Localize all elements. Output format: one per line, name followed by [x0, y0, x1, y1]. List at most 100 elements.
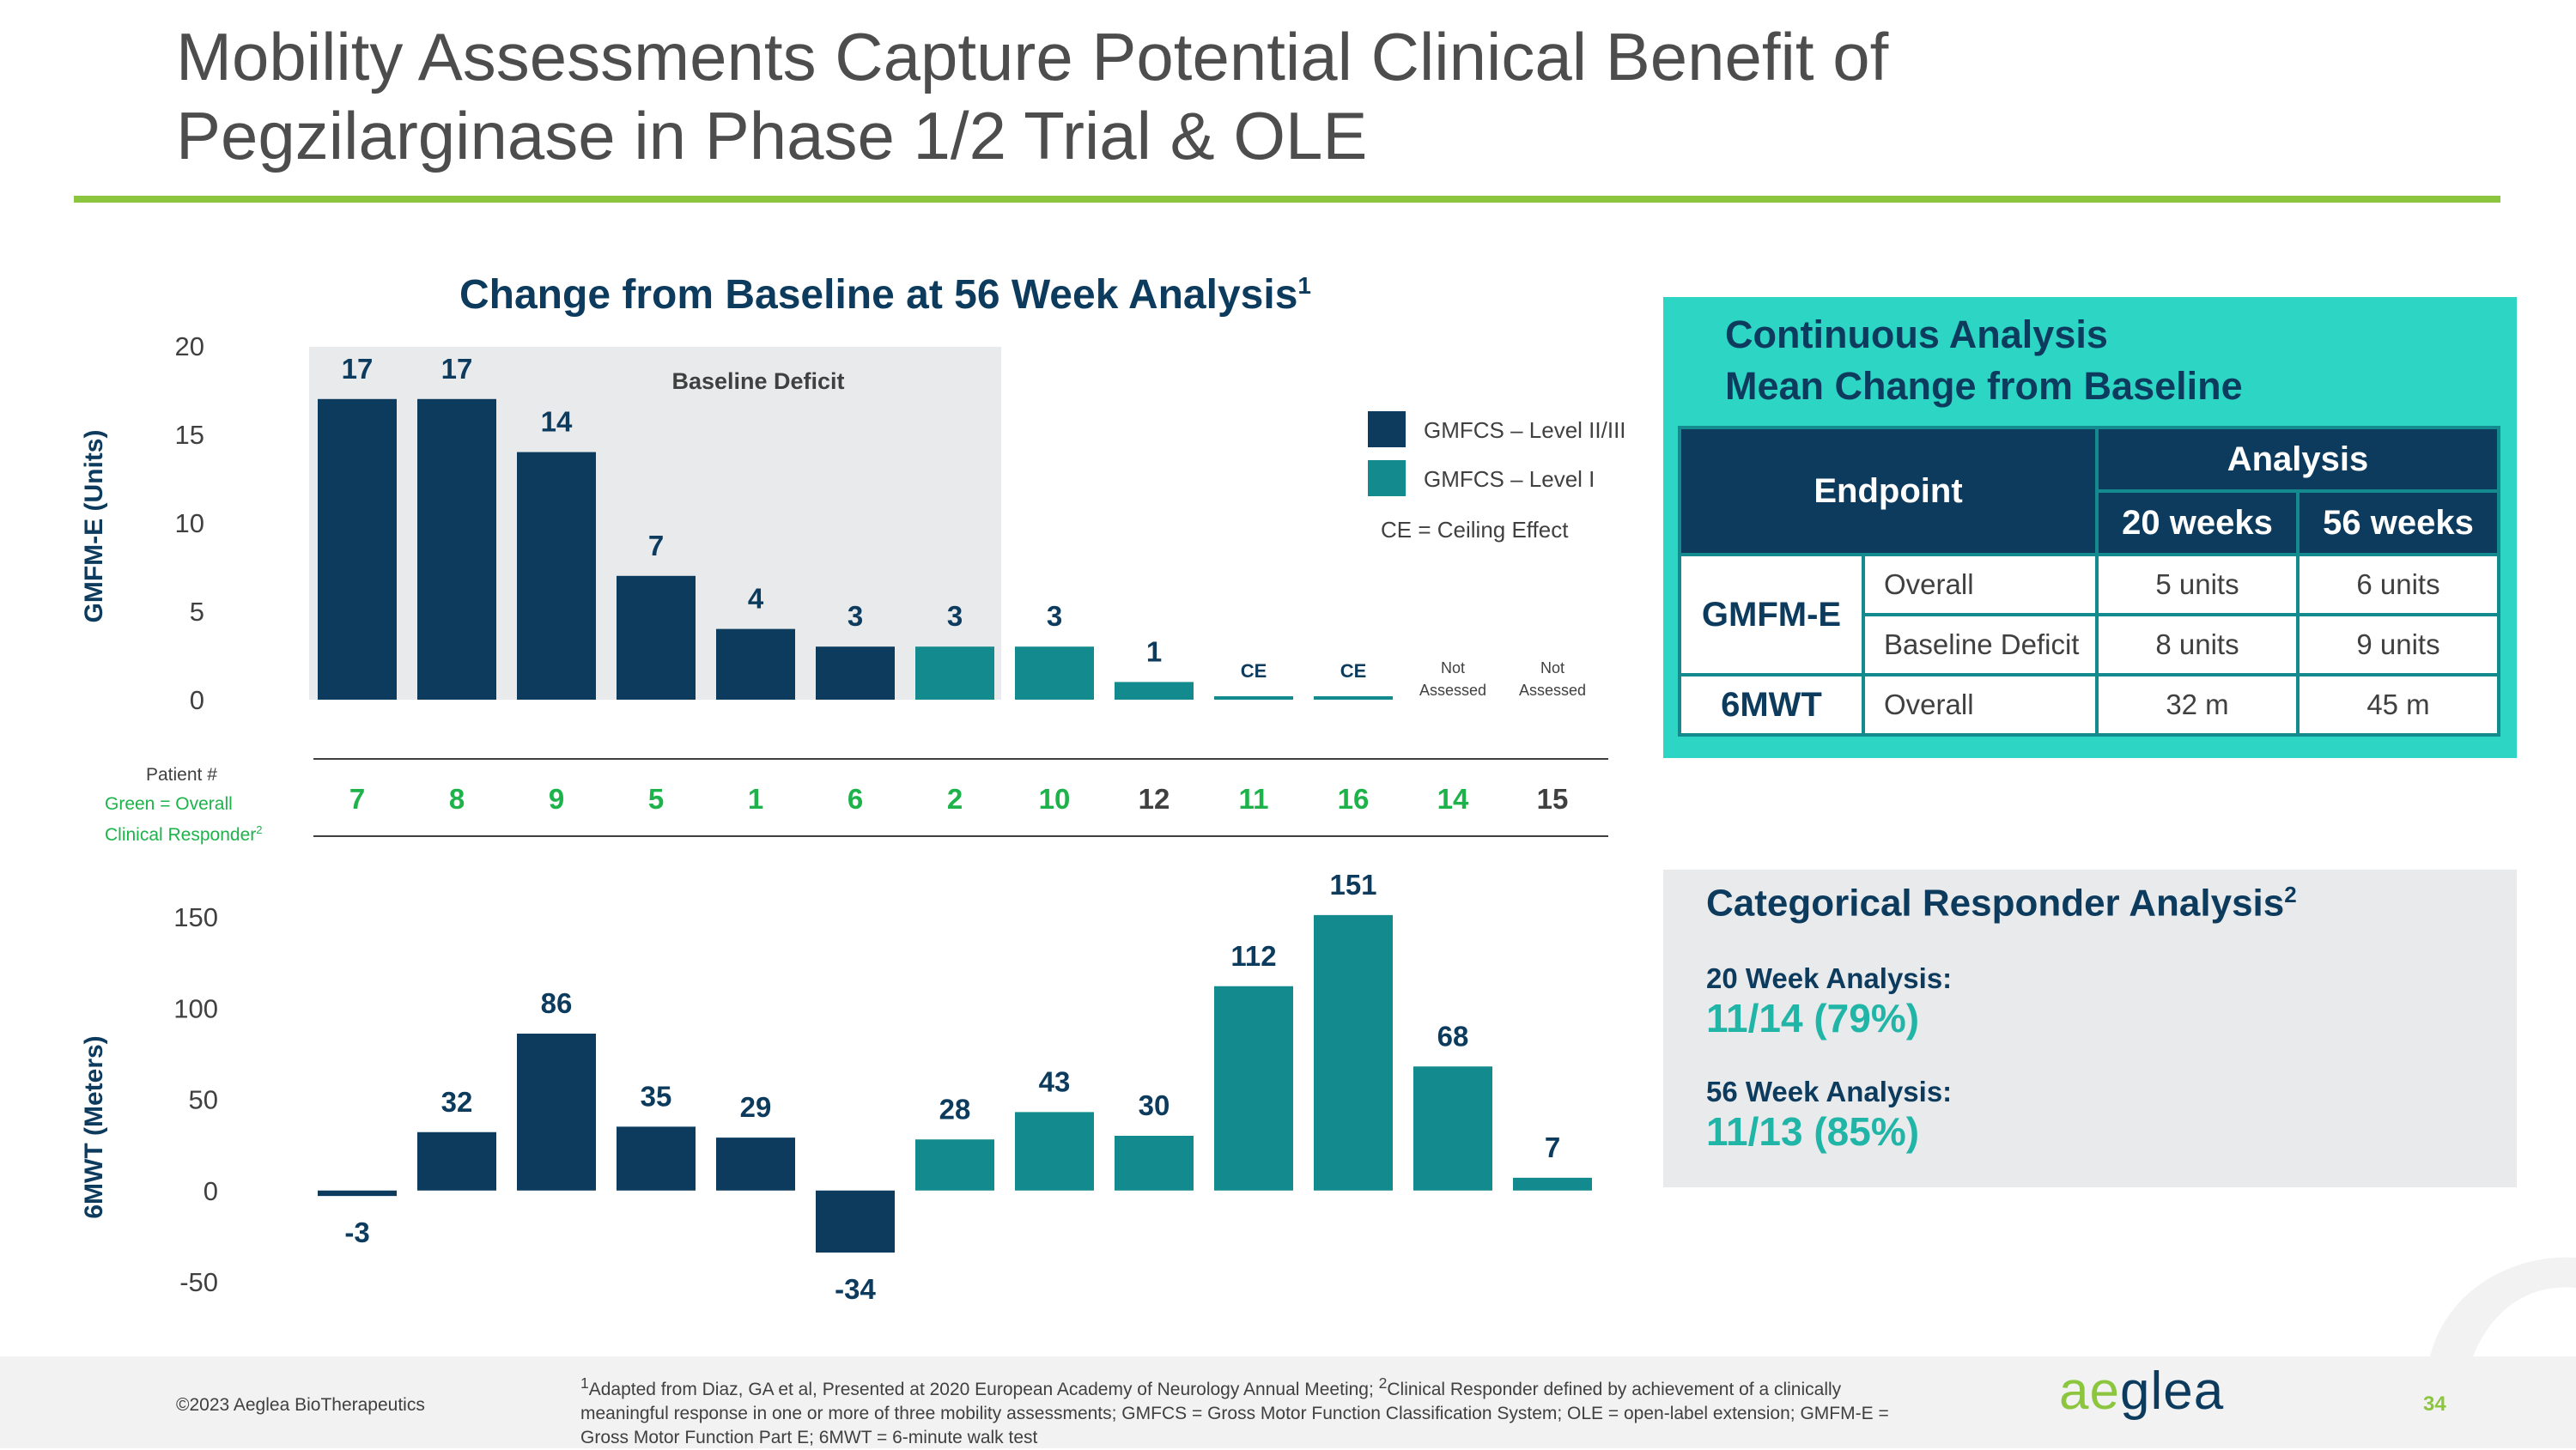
bar-value-label: 4 — [748, 583, 764, 615]
bar — [517, 452, 596, 700]
bar-value-label: 29 — [740, 1091, 772, 1123]
chart-title: Change from Baseline at 56 Week Analysis… — [459, 271, 1311, 319]
not-assessed-label: Not — [1540, 659, 1564, 676]
y-tick-label: 0 — [190, 685, 204, 715]
bar — [1015, 1112, 1094, 1191]
footnote-1-marker: 1 — [580, 1374, 589, 1392]
legend-label-level-1: GMFCS – Level I — [1424, 466, 1595, 492]
bar — [716, 1138, 795, 1191]
y-tick-label: -50 — [179, 1267, 218, 1297]
bar-value-label: CE — [1340, 660, 1367, 682]
bar — [915, 646, 994, 700]
value-20-weeks: 32 m — [2095, 673, 2300, 737]
patient-number: 9 — [549, 783, 564, 815]
patient-number: 10 — [1039, 783, 1071, 815]
ceiling-effect-note: CE = Ceiling Effect — [1381, 517, 1569, 543]
y-tick-label: 0 — [204, 1176, 218, 1206]
patient-row: 7 8 9 5 1 6 2 10 12 11 16 14 15 — [313, 758, 1608, 837]
continuous-analysis-title: Continuous Analysis Mean Change from Base… — [1725, 309, 2243, 412]
patient-number: 14 — [1437, 783, 1469, 815]
bar — [1413, 1066, 1492, 1191]
bar-value-label: 112 — [1230, 940, 1276, 972]
bar-value-label: 28 — [939, 1093, 971, 1125]
bar-value-label: CE — [1241, 660, 1267, 682]
bar — [716, 628, 795, 700]
gmfm-e-chart: Baseline Deficit 0 5 10 15 20 17 17 14 7 4 3 3 3 1 CE CE… — [175, 331, 1587, 715]
footnote-1: Adapted from Diaz, GA et al, Presented a… — [588, 1380, 1379, 1399]
legend-swatch-level-2-3 — [1368, 411, 1406, 447]
y-tick-label: 10 — [175, 508, 204, 538]
bar — [1513, 1177, 1592, 1191]
bar-value-label: 3 — [1047, 600, 1062, 632]
page-title: Mobility Assessments Capture Potential C… — [176, 19, 1889, 173]
y-tick-label: 5 — [190, 597, 204, 627]
bar-value-label: -3 — [344, 1216, 369, 1248]
bar-value-label: 14 — [541, 406, 573, 438]
not-assessed-label: Not — [1441, 659, 1465, 676]
continuous-analysis-panel: Continuous Analysis Mean Change from Base… — [1663, 297, 2517, 758]
bar-value-label: 3 — [848, 600, 863, 632]
bar — [1214, 986, 1293, 1191]
table-row: Baseline Deficit 8 units 9 units — [1680, 613, 2500, 676]
responder-legend-line2: Clinical Responder2 — [105, 817, 263, 848]
y-tick-label: 150 — [173, 902, 218, 932]
continuous-title-line1: Continuous Analysis — [1725, 312, 2108, 356]
patient-number-label: Patient # — [146, 765, 217, 785]
categorical-analysis-panel: Categorical Responder Analysis2 20 Week … — [1663, 870, 2517, 1187]
week-20-analysis-value: 11/14 (79%) — [1706, 996, 1920, 1040]
continuous-title-line2: Mean Change from Baseline — [1725, 364, 2243, 408]
patient-number: 5 — [648, 783, 664, 815]
bar — [318, 398, 397, 700]
value-56-weeks: 9 units — [2296, 613, 2500, 676]
table-row: GMFM-E Overall 5 units 6 units — [1678, 553, 2500, 676]
bar — [617, 575, 696, 700]
aeglea-logo: aeglea — [2059, 1361, 2224, 1422]
responder-legend-text: Clinical Responder — [105, 825, 257, 845]
week-56-analysis-label: 56 Week Analysis: — [1706, 1076, 1953, 1107]
decorative-swoosh — [2430, 1257, 2576, 1356]
y-tick-label: 50 — [189, 1085, 218, 1115]
patient-number: 15 — [1537, 783, 1569, 815]
chart-legend: GMFCS – Level II/III GMFCS – Level I CE = … — [1368, 411, 1626, 543]
bar-value-label: 68 — [1437, 1020, 1469, 1052]
bar — [1214, 696, 1293, 700]
categorical-title-text: Categorical Responder Analysis — [1706, 882, 2285, 925]
bar-value-label: 7 — [1545, 1131, 1560, 1163]
patient-number: 7 — [349, 783, 365, 815]
continuous-analysis-table: Endpoint Analysis 20 weeks 56 weeks GMFM… — [1678, 426, 2500, 737]
analysis-header: Analysis — [2095, 426, 2500, 493]
patient-number: 2 — [947, 783, 963, 815]
chart-title-text: Change from Baseline at 56 Week Analysis — [459, 272, 1298, 318]
sub-endpoint: Overall — [1862, 553, 2099, 616]
endpoint-gmfm-e: GMFM-E — [1678, 553, 1865, 676]
bar-value-label: 32 — [441, 1086, 473, 1118]
bar — [318, 1190, 397, 1197]
patient-number: 12 — [1139, 783, 1170, 815]
bar-value-label: 35 — [641, 1080, 672, 1112]
bar-value-label: 17 — [342, 353, 374, 385]
title-divider — [74, 196, 2500, 203]
patient-number: 6 — [848, 783, 863, 815]
col-20-weeks-header: 20 weeks — [2095, 489, 2300, 556]
bar — [1015, 646, 1094, 700]
bar — [417, 1131, 496, 1191]
6mwt-axis-label: 6MWT (Meters) — [80, 1035, 108, 1219]
y-tick-label: 100 — [173, 993, 218, 1023]
bar — [1314, 914, 1393, 1191]
bar-value-label: 7 — [648, 530, 664, 561]
bar — [1115, 1136, 1194, 1191]
endpoint-header: Endpoint — [1678, 426, 2099, 556]
footnote-2: Clinical Responder defined by achievemen… — [580, 1380, 1889, 1447]
bar-value-label: -34 — [835, 1273, 876, 1305]
bar — [816, 646, 895, 700]
bar-value-label: 86 — [541, 987, 573, 1019]
bar — [915, 1139, 994, 1191]
bar-value-label: 3 — [947, 600, 963, 632]
bar — [417, 398, 496, 700]
page-number: 34 — [2423, 1392, 2446, 1416]
6mwt-chart: -50 0 50 100 150 -3 32 86 35 29 -34 28 43 30 112 151 68 7 — [173, 869, 1592, 1305]
sub-endpoint: Overall — [1862, 673, 2099, 737]
not-assessed-label: Assessed — [1519, 682, 1586, 699]
col-56-weeks-header: 56 weeks — [2296, 489, 2500, 556]
